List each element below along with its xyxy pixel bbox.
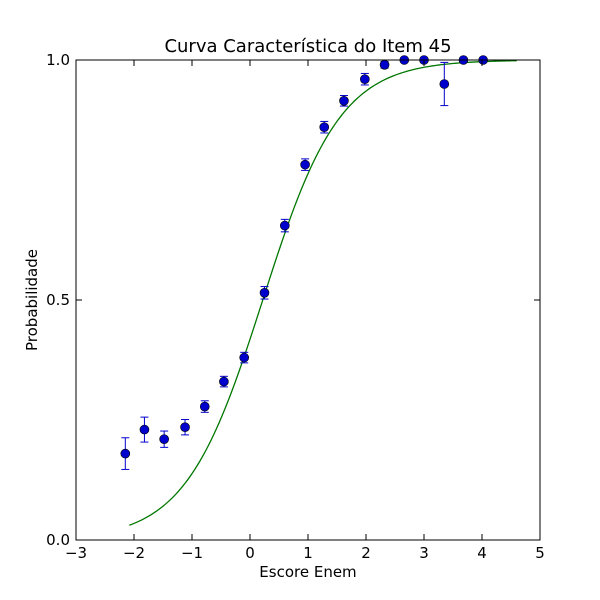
data-point-group: [219, 375, 229, 388]
data-point-group: [159, 430, 169, 448]
data-point-group: [279, 218, 290, 233]
x-tick-label: 0: [245, 544, 255, 562]
x-tick-label: −2: [123, 544, 145, 562]
data-point: [159, 434, 169, 445]
x-axis-label: Escore Enem: [259, 563, 356, 581]
data-point: [199, 401, 210, 412]
data-point-group: [319, 120, 330, 134]
data-point-group: [239, 351, 249, 364]
data-point-group: [139, 416, 150, 443]
x-tick-label: −3: [65, 544, 87, 562]
data-point-group: [439, 61, 450, 107]
x-tick-label: 1: [303, 544, 313, 562]
data-point-group: [120, 437, 131, 470]
y-tick-label: 0.5: [46, 291, 70, 309]
data-point: [319, 122, 330, 132]
data-point: [339, 96, 349, 106]
y-axis-label: Probabilidade: [23, 249, 41, 351]
plot-frame: [75, 59, 541, 541]
y-tick-label: 0.0: [46, 531, 70, 549]
x-tick-label: 2: [361, 544, 371, 562]
data-point-group: [180, 419, 190, 436]
fitted-curve: [129, 60, 517, 526]
data-point-group: [259, 286, 270, 300]
data-point-group: [360, 72, 370, 86]
data-point: [300, 159, 310, 170]
chart-title: Curva Característica do Item 45: [164, 36, 451, 57]
data-point: [139, 424, 150, 435]
data-point-group: [339, 95, 349, 107]
data-point-group: [379, 60, 390, 70]
data-point-group: [199, 400, 210, 413]
x-tick-label: 5: [535, 544, 545, 562]
data-point: [120, 448, 131, 459]
y-tick-label: 1.0: [46, 51, 70, 69]
data-point: [439, 79, 450, 89]
data-point-group: [300, 158, 310, 171]
data-point: [180, 422, 190, 433]
data-point: [279, 220, 290, 231]
x-tick-label: −1: [181, 544, 203, 562]
data-point: [219, 376, 229, 387]
data-point: [259, 287, 270, 298]
x-tick-label: 3: [419, 544, 429, 562]
x-tick-label: 4: [477, 544, 487, 562]
data-point: [360, 74, 370, 84]
data-point: [239, 352, 249, 363]
data-point: [379, 60, 390, 70]
